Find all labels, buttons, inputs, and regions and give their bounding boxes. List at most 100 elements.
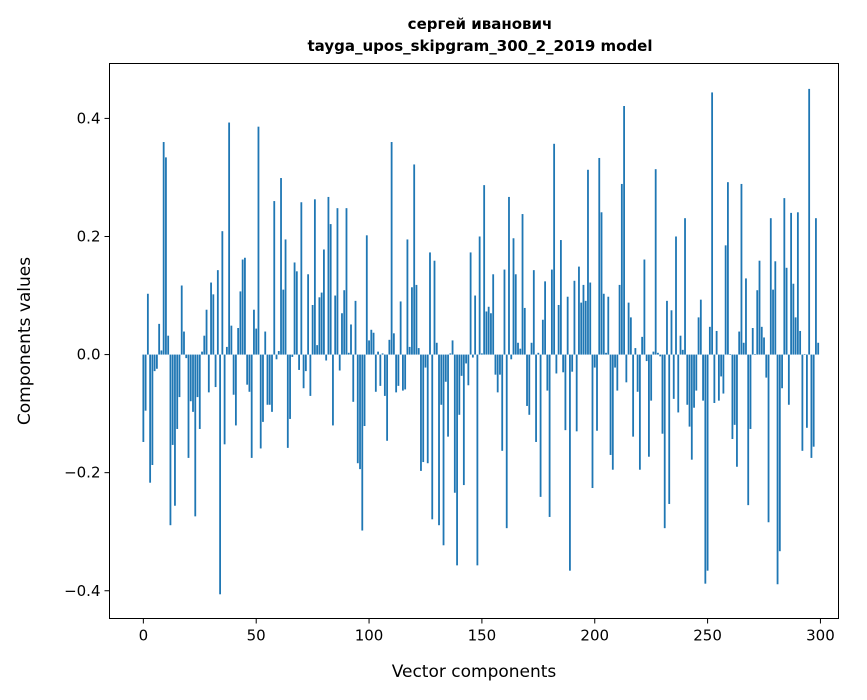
bar xyxy=(178,354,181,398)
bar xyxy=(758,260,761,355)
bar xyxy=(356,354,359,464)
bar xyxy=(216,270,219,355)
bar xyxy=(176,354,179,429)
bar xyxy=(733,354,736,425)
bar xyxy=(180,285,183,355)
bar xyxy=(210,282,212,355)
bar xyxy=(578,266,580,355)
bar xyxy=(286,354,289,448)
bar xyxy=(458,354,461,415)
bar xyxy=(596,354,598,431)
bar xyxy=(690,354,693,460)
bar xyxy=(652,351,655,355)
x-tick-label: 50 xyxy=(247,627,266,645)
bar xyxy=(300,202,303,355)
bar xyxy=(620,183,623,355)
bar xyxy=(559,240,562,355)
bar xyxy=(352,354,355,402)
bar xyxy=(266,354,269,405)
bar xyxy=(582,284,585,355)
bar xyxy=(715,330,718,355)
bar xyxy=(149,354,152,483)
bar xyxy=(517,342,519,355)
bar xyxy=(589,282,592,355)
bar xyxy=(363,354,366,427)
bar xyxy=(751,328,754,355)
bar xyxy=(189,354,192,402)
bar xyxy=(668,354,671,504)
bar xyxy=(187,354,190,458)
bar xyxy=(805,354,808,428)
bar xyxy=(485,311,488,355)
x-axis-label: Vector components xyxy=(392,662,557,682)
bar xyxy=(523,307,526,355)
bar xyxy=(435,342,438,355)
bar xyxy=(666,300,668,355)
bar xyxy=(731,354,734,440)
bar xyxy=(526,354,528,406)
bar xyxy=(447,354,449,437)
bar xyxy=(584,300,587,355)
bar xyxy=(408,346,411,355)
bar xyxy=(650,354,653,401)
bar xyxy=(469,252,472,355)
bar xyxy=(155,354,158,369)
bar xyxy=(325,354,328,361)
bar xyxy=(760,326,763,355)
bar xyxy=(426,354,429,464)
bar xyxy=(783,198,786,355)
bar xyxy=(318,297,321,355)
bar xyxy=(623,106,625,355)
bar xyxy=(225,346,228,355)
bar xyxy=(539,354,542,497)
bar xyxy=(431,354,434,520)
bar xyxy=(754,353,756,355)
bar xyxy=(460,354,463,376)
bar xyxy=(629,317,632,355)
bar xyxy=(618,284,621,355)
bar xyxy=(654,169,657,355)
bar xyxy=(645,354,648,362)
bar xyxy=(749,354,752,429)
bar xyxy=(465,354,468,364)
bar xyxy=(284,239,287,355)
bar xyxy=(404,354,407,390)
bar xyxy=(293,262,296,355)
bar xyxy=(756,290,759,355)
bar xyxy=(772,289,774,355)
bar xyxy=(372,332,375,355)
bar xyxy=(327,196,330,355)
bar xyxy=(146,293,149,355)
bar xyxy=(223,354,226,445)
bar xyxy=(602,293,605,355)
bar xyxy=(456,354,458,566)
bar xyxy=(787,354,790,405)
bar xyxy=(657,352,659,355)
bar xyxy=(496,354,499,393)
bar xyxy=(246,354,249,385)
bar xyxy=(686,354,689,405)
bar xyxy=(510,354,513,360)
bar xyxy=(810,354,813,458)
bar xyxy=(244,257,246,355)
bar xyxy=(158,323,161,355)
bar xyxy=(262,354,264,422)
bar xyxy=(745,278,747,355)
bar xyxy=(183,331,185,355)
bar xyxy=(338,354,341,371)
bar xyxy=(282,289,285,355)
bar xyxy=(544,281,546,355)
bar xyxy=(681,349,684,355)
y-tick-label: 0.0 xyxy=(77,346,101,364)
bar xyxy=(424,354,427,368)
bar xyxy=(383,354,386,396)
bar xyxy=(677,354,680,413)
bar xyxy=(815,218,817,355)
bar xyxy=(695,354,698,391)
bar xyxy=(194,354,197,517)
bar xyxy=(359,354,361,470)
bar xyxy=(255,328,258,355)
bars-group xyxy=(142,88,820,595)
bar xyxy=(329,224,332,355)
